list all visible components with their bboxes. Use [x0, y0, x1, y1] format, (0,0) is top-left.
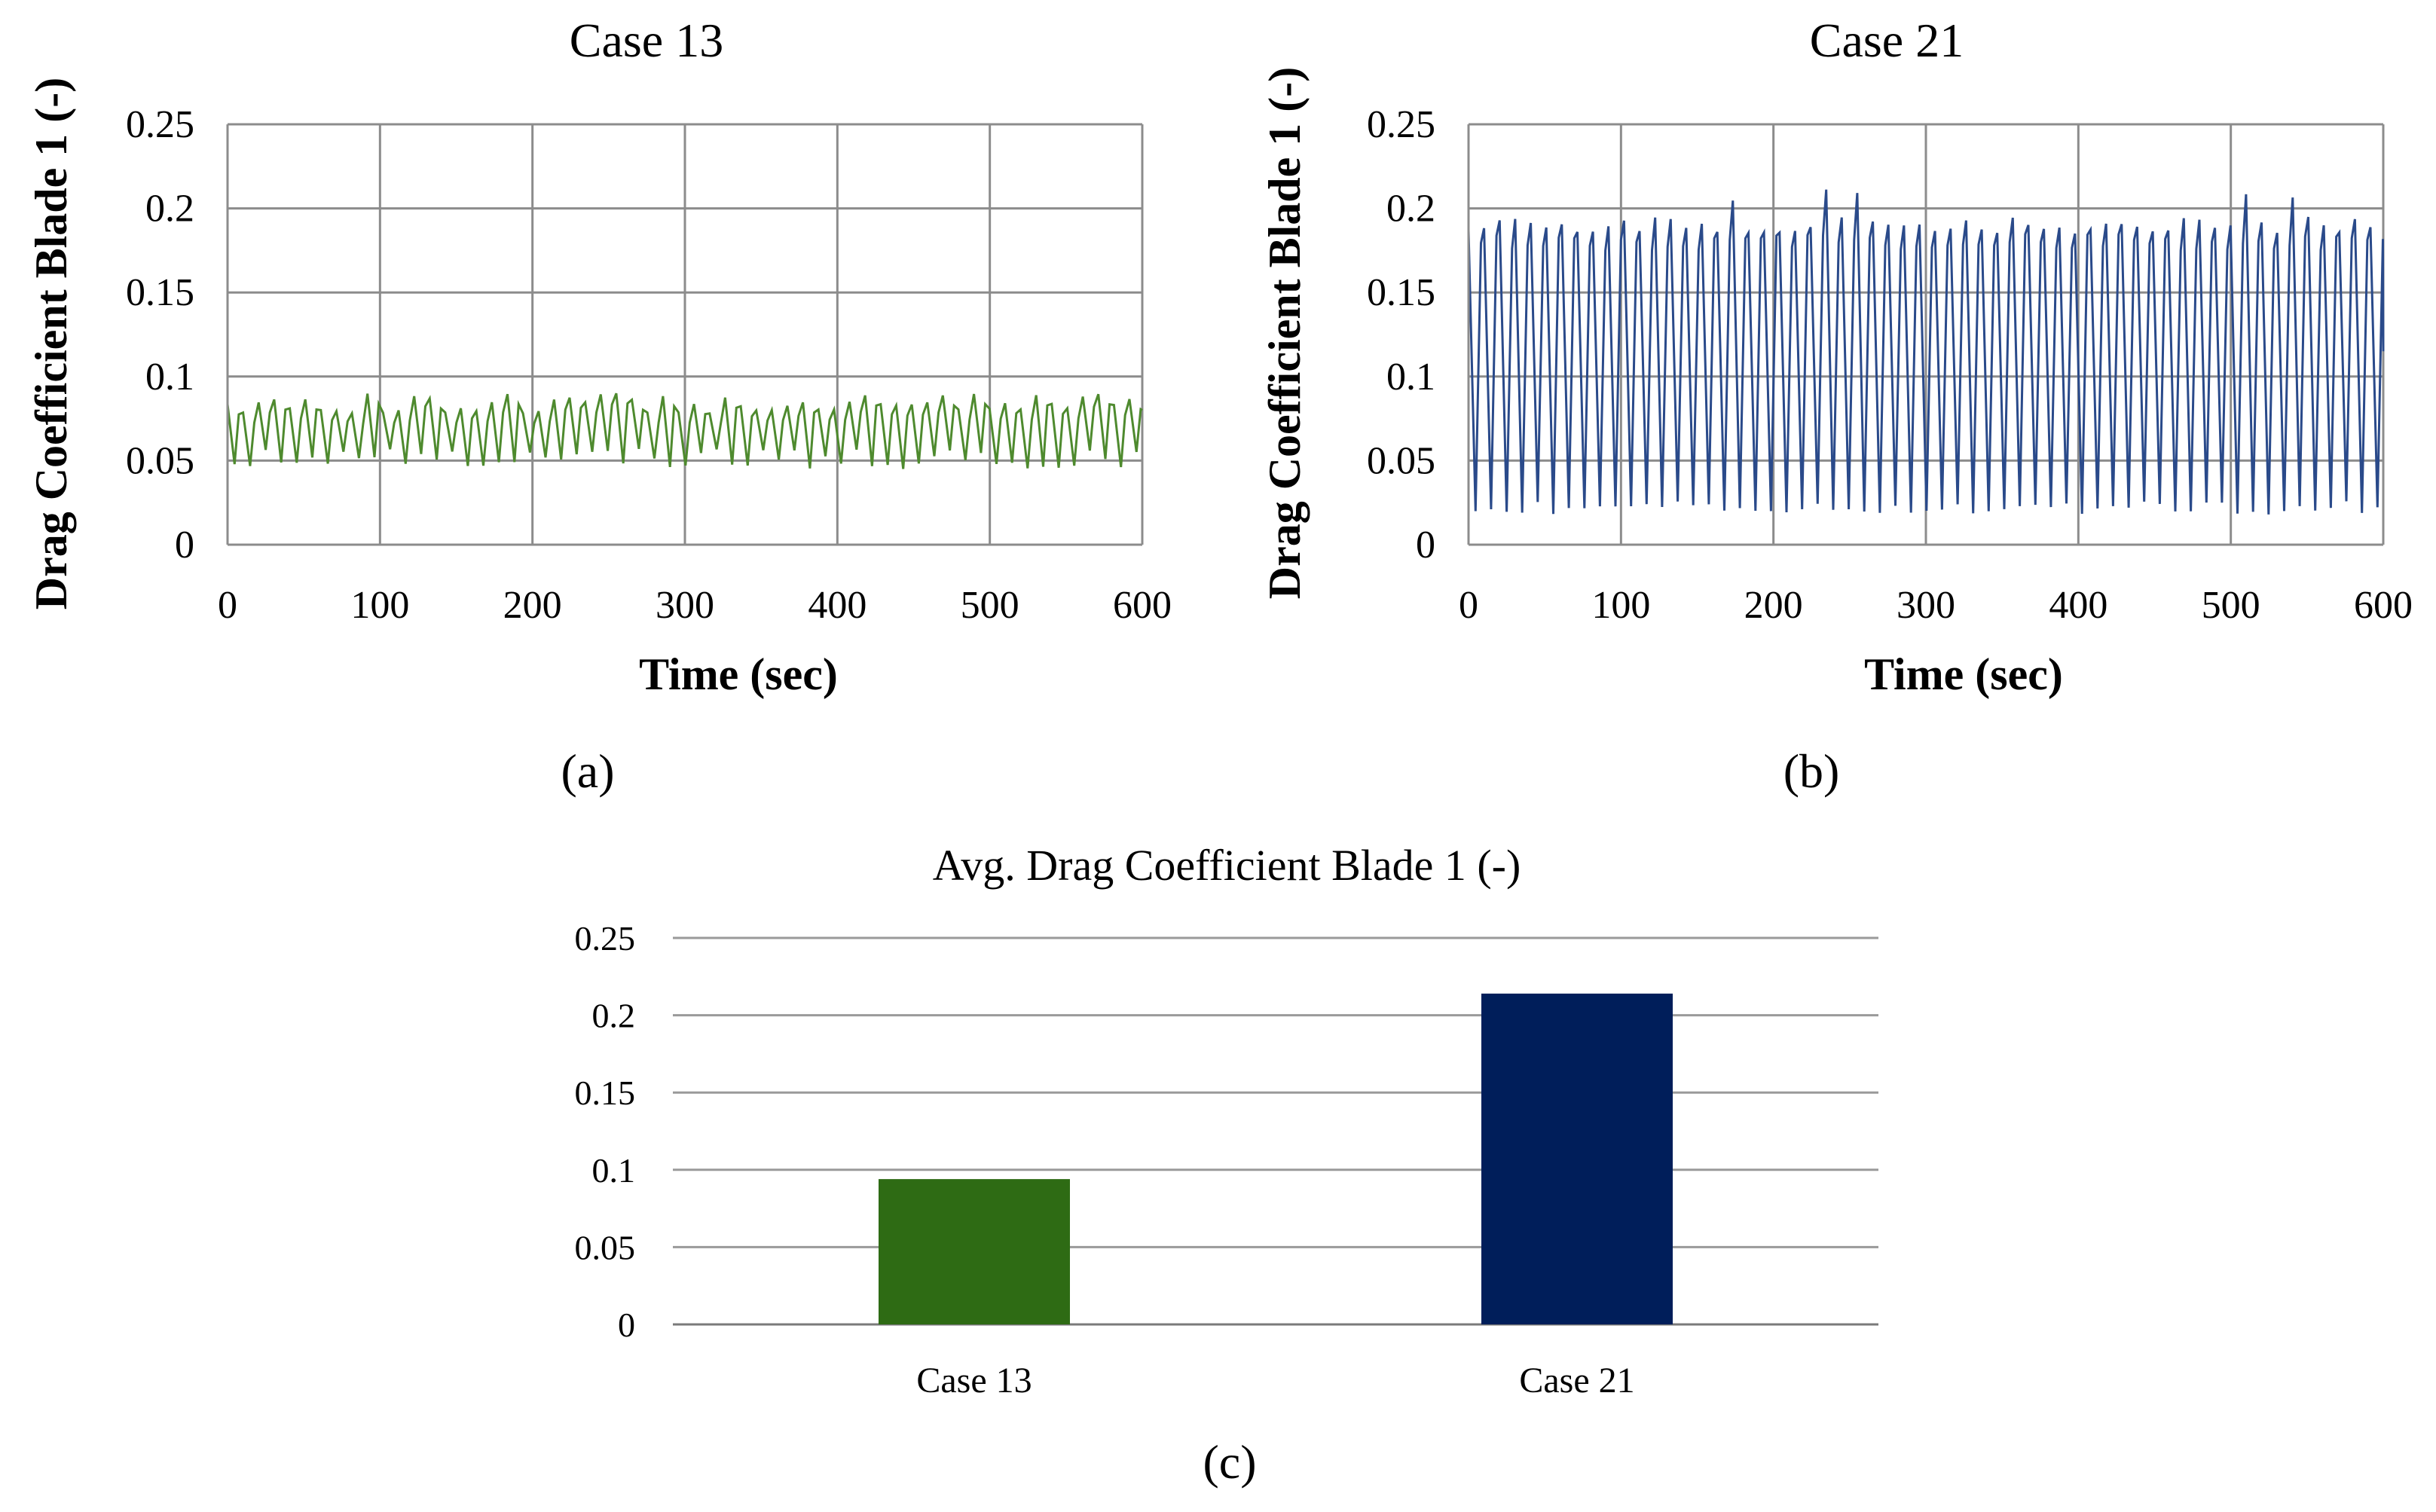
- y-tick-label: 0.2: [1386, 188, 1435, 231]
- bar: [1481, 993, 1673, 1324]
- y-tick-label: 0: [618, 1306, 635, 1344]
- y-tick-label: 0.25: [575, 919, 636, 958]
- chart-b-title: Case 21: [1810, 14, 1964, 67]
- chart-b-y-ticks: 0 0.05 0.1 0.15 0.2 0.25: [1367, 103, 1435, 567]
- y-tick-label: 0.2: [145, 188, 194, 231]
- y-tick-label: 0.2: [592, 997, 636, 1035]
- y-tick-label: 0.05: [575, 1228, 636, 1266]
- x-tick-label: 600: [1113, 584, 1172, 627]
- bar: [879, 1179, 1070, 1324]
- chart-a-title: Case 13: [570, 14, 723, 67]
- chart-c-grid: [673, 936, 1878, 1326]
- chart-c-y-ticks: 0 0.05 0.1 0.15 0.2 0.25: [575, 919, 636, 1344]
- y-tick-label: 0: [1416, 524, 1435, 567]
- chart-panel-c: Avg. Drag Coefficient Blade 1 (-) 00.050…: [575, 841, 1878, 1489]
- chart-c-categories: Case 13 Case 21: [916, 1361, 1634, 1401]
- chart-panel-a: Case 13 Drag Coefficient Blade 1 (-) 0 0.…: [26, 14, 1172, 798]
- chart-a-ylabel: Drag Coefficient Blade 1 (-): [26, 78, 76, 609]
- y-tick-label: 0.25: [1367, 103, 1435, 146]
- y-tick-label: 0.05: [1367, 439, 1435, 482]
- chart-a-x-ticks: 0 100 200 300 400 500 600: [218, 584, 1172, 627]
- x-tick-label: 100: [350, 584, 409, 627]
- chart-c-title: Avg. Drag Coefficient Blade 1 (-): [933, 841, 1521, 890]
- chart-a-xlabel: Time (sec): [639, 649, 838, 699]
- y-tick-label: 0.1: [145, 356, 194, 399]
- x-tick-label: 0: [218, 584, 237, 627]
- chart-c-panel-label: (c): [1203, 1435, 1256, 1489]
- x-tick-label: 300: [1897, 584, 1955, 627]
- y-tick-label: 0.15: [126, 271, 194, 314]
- chart-b-axes: [1467, 124, 2383, 546]
- x-tick-label: 400: [808, 584, 867, 627]
- y-tick-label: 0.15: [575, 1074, 636, 1112]
- category-label: Case 13: [916, 1361, 1032, 1401]
- chart-c-bars: [879, 993, 1673, 1324]
- chart-b-ylabel: Drag Coefficient Blade 1 (-): [1260, 67, 1310, 599]
- y-tick-label: 0.15: [1367, 271, 1435, 314]
- y-tick-label: 0.05: [126, 439, 194, 482]
- x-tick-label: 300: [656, 584, 714, 627]
- category-label: Case 21: [1519, 1361, 1634, 1401]
- chart-panel-b: Case 21 Drag Coefficient Blade 1 (-) 0 0.…: [1260, 14, 2413, 798]
- y-tick-label: 0.25: [126, 103, 194, 146]
- chart-b-panel-label: (b): [1783, 744, 1840, 798]
- x-tick-label: 100: [1591, 584, 1650, 627]
- chart-a-panel-label: (a): [561, 744, 614, 798]
- chart-a-grid: [228, 123, 1144, 545]
- x-tick-label: 600: [2354, 584, 2413, 627]
- x-tick-label: 500: [2202, 584, 2260, 627]
- series-line: [1467, 189, 2385, 515]
- x-tick-label: 0: [1459, 584, 1478, 627]
- y-tick-label: 0: [175, 524, 194, 567]
- y-tick-label: 0.1: [1386, 356, 1435, 399]
- chart-a-series: [226, 393, 1143, 469]
- chart-b-series: [1467, 189, 2385, 515]
- chart-a-axes: [226, 124, 1142, 546]
- x-tick-label: 200: [503, 584, 562, 627]
- series-line: [226, 393, 1143, 469]
- chart-a-y-ticks: 0 0.05 0.1 0.15 0.2 0.25: [126, 103, 194, 567]
- x-tick-label: 400: [2049, 584, 2107, 627]
- chart-b-x-ticks: 0 100 200 300 400 500 600: [1459, 584, 2413, 627]
- x-tick-label: 200: [1744, 584, 1803, 627]
- x-tick-label: 500: [961, 584, 1019, 627]
- y-tick-label: 0.1: [592, 1151, 636, 1190]
- chart-b-xlabel: Time (sec): [1864, 649, 2063, 699]
